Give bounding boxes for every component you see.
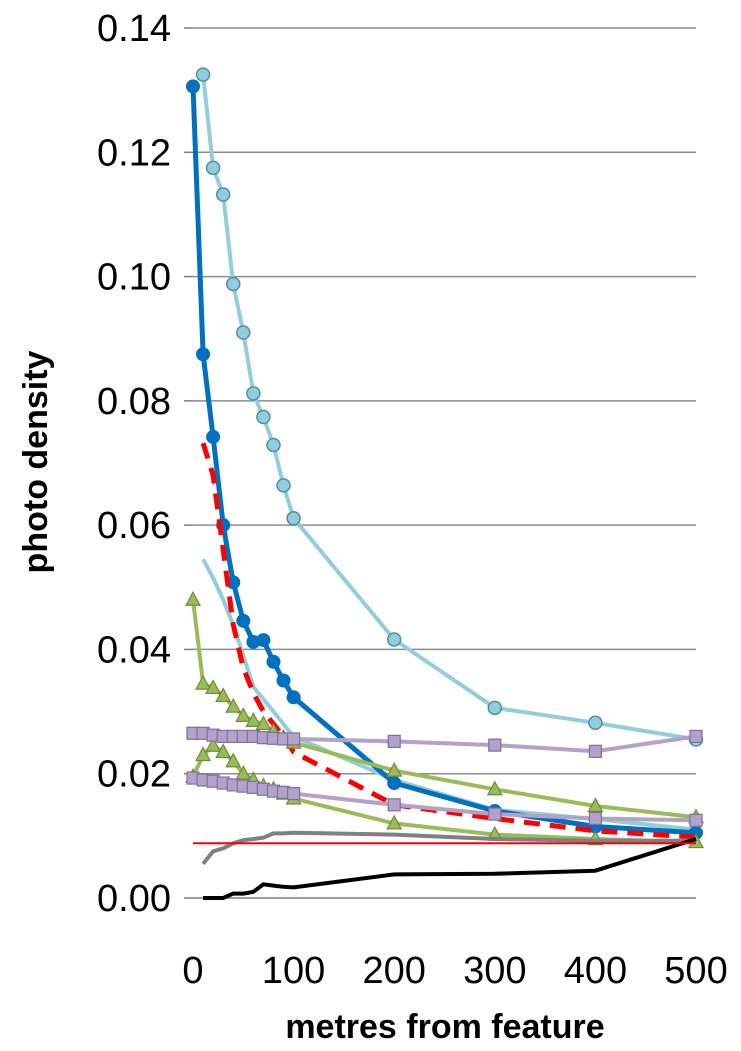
- y-tick-label: 0.14: [97, 8, 171, 50]
- data-point: [195, 67, 211, 82]
- data-point: [235, 707, 252, 723]
- data-point: [386, 761, 403, 777]
- data-point: [225, 697, 242, 713]
- data-point: [236, 325, 251, 340]
- data-point: [276, 478, 291, 493]
- data-point: [689, 729, 703, 744]
- series-8: [201, 830, 696, 866]
- series-layer: [184, 67, 705, 900]
- series-9: [203, 837, 697, 900]
- data-point: [186, 79, 200, 94]
- data-point: [206, 429, 221, 444]
- data-point: [588, 715, 603, 731]
- gridlines: [184, 27, 696, 899]
- data-point: [588, 811, 603, 826]
- data-point: [205, 679, 222, 695]
- data-point: [387, 776, 402, 791]
- data-point: [286, 511, 301, 526]
- series-line: [200, 442, 697, 840]
- data-point: [196, 347, 211, 362]
- data-point: [266, 437, 281, 453]
- data-point: [387, 798, 401, 812]
- x-tick-label: 100: [262, 950, 325, 992]
- y-tick-label: 0.00: [97, 878, 171, 920]
- data-point: [215, 687, 232, 703]
- data-point: [488, 738, 502, 752]
- data-point: [195, 674, 212, 690]
- data-point: [195, 746, 212, 762]
- data-point: [245, 712, 262, 727]
- data-point: [236, 613, 251, 628]
- series-line: [201, 74, 697, 742]
- data-point: [215, 743, 232, 759]
- x-tick-label: 200: [362, 950, 425, 992]
- data-point: [184, 590, 202, 606]
- data-point: [488, 807, 502, 821]
- series-line: [201, 830, 696, 866]
- y-tick-label: 0.08: [97, 381, 171, 423]
- data-point: [215, 187, 231, 202]
- x-tick-label: 400: [564, 950, 627, 992]
- data-point: [225, 276, 241, 292]
- data-point: [225, 752, 242, 768]
- data-point: [255, 715, 272, 731]
- series-7: [186, 771, 703, 827]
- data-point: [486, 780, 503, 796]
- y-axis-label: photo density: [17, 350, 55, 573]
- data-point: [386, 814, 403, 830]
- series-3: [200, 442, 697, 840]
- data-point: [205, 160, 221, 176]
- x-tick-label: 0: [182, 950, 203, 992]
- data-point: [689, 813, 703, 827]
- data-point: [246, 386, 261, 401]
- data-point: [587, 797, 604, 813]
- x-tick-labels: 0 100 200 300 400 500: [182, 950, 727, 992]
- y-tick-labels: 0.00 0.02 0.04 0.06 0.08 0.10 0.12 0.14: [97, 8, 171, 920]
- data-point: [276, 673, 291, 688]
- data-point: [588, 744, 603, 758]
- x-tick-label: 300: [463, 950, 526, 992]
- data-point: [287, 732, 301, 746]
- series-4: [184, 590, 705, 824]
- series-0: [195, 67, 704, 747]
- series-line: [203, 837, 697, 900]
- y-tick-label: 0.02: [97, 754, 171, 796]
- series-6: [186, 726, 703, 758]
- data-point: [287, 786, 301, 801]
- y-tick-label: 0.12: [97, 132, 171, 174]
- data-point: [256, 633, 271, 648]
- data-point: [487, 700, 503, 716]
- y-tick-label: 0.10: [97, 257, 171, 299]
- y-tick-label: 0.04: [97, 629, 171, 671]
- series-2: [186, 79, 703, 840]
- y-tick-label: 0.06: [97, 505, 171, 547]
- data-point: [256, 409, 271, 425]
- data-point: [235, 764, 252, 780]
- x-tick-label: 500: [664, 950, 727, 992]
- data-point: [205, 736, 222, 752]
- data-point: [387, 734, 401, 749]
- x-axis-label: metres from feature: [285, 1008, 604, 1046]
- data-point: [386, 632, 402, 647]
- data-point: [286, 690, 301, 705]
- data-point: [266, 654, 281, 669]
